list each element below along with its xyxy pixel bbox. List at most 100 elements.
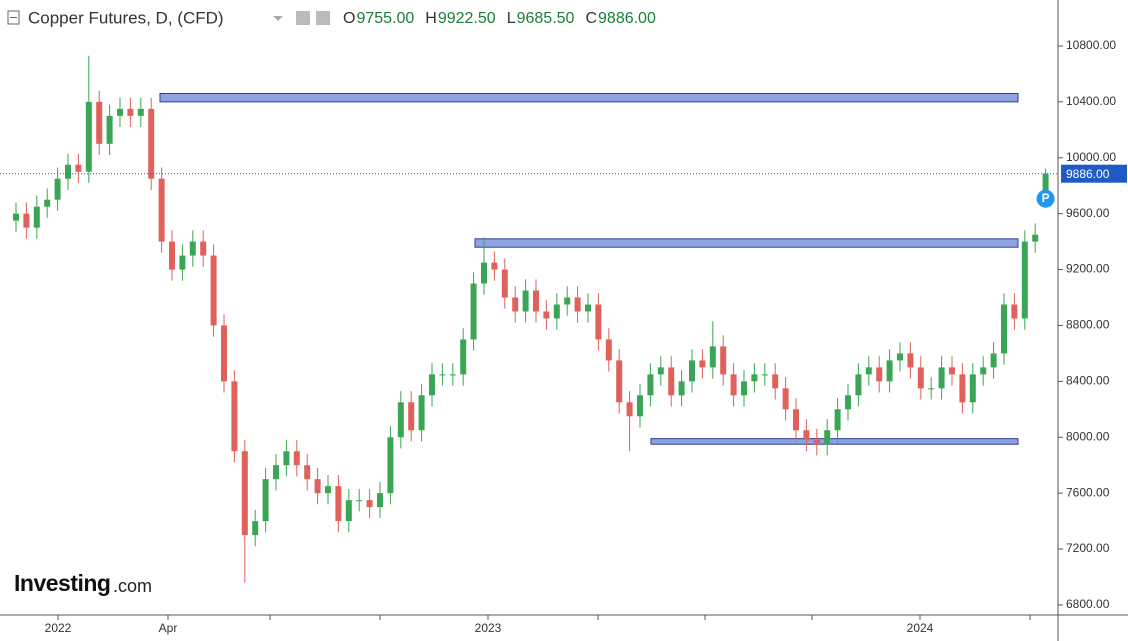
candle-body bbox=[429, 374, 435, 396]
candle-body bbox=[127, 108, 134, 116]
candle-body bbox=[990, 353, 997, 368]
candle-body bbox=[751, 374, 758, 382]
candle-body bbox=[720, 346, 727, 375]
logo-brand: Investing bbox=[14, 570, 110, 596]
candle-body bbox=[657, 367, 664, 375]
candle-body bbox=[699, 360, 706, 368]
candle-body bbox=[813, 440, 820, 445]
candle-body bbox=[1011, 304, 1018, 319]
candle-body bbox=[241, 451, 248, 536]
x-tick-label: 2024 bbox=[907, 621, 934, 635]
ohlc-value: 9685.50 bbox=[517, 10, 575, 27]
candle-body bbox=[886, 360, 893, 382]
x-tick-label: 2023 bbox=[475, 621, 502, 635]
candle-body bbox=[325, 486, 331, 494]
ohlc-label: H bbox=[425, 10, 437, 27]
candle-body bbox=[564, 297, 571, 305]
zone bbox=[159, 92, 1019, 103]
candle-body bbox=[793, 409, 799, 431]
settings-icon[interactable] bbox=[316, 11, 330, 25]
ohlc-value: 9886.00 bbox=[598, 10, 656, 27]
ohlc-value: 9755.00 bbox=[356, 10, 414, 27]
candle-body bbox=[481, 262, 487, 284]
candle-body bbox=[678, 381, 685, 396]
y-tick-label: 9600.00 bbox=[1066, 206, 1110, 220]
ohlc-value: 9922.50 bbox=[438, 10, 496, 27]
ohlc-label: C bbox=[585, 10, 597, 27]
candle-body bbox=[85, 101, 92, 172]
candle-body bbox=[689, 360, 695, 382]
candle-body bbox=[876, 367, 883, 382]
y-tick-label: 7600.00 bbox=[1066, 485, 1110, 499]
candle-body bbox=[574, 297, 581, 312]
candle-body bbox=[1042, 173, 1049, 193]
candle-body bbox=[252, 521, 259, 536]
candle-body bbox=[959, 374, 966, 403]
candle-body bbox=[637, 395, 643, 417]
candle-body bbox=[345, 500, 352, 522]
candle-body bbox=[117, 108, 123, 116]
candle-body bbox=[439, 374, 446, 376]
candle-body bbox=[200, 241, 207, 256]
candle-body bbox=[772, 374, 779, 389]
candle-body bbox=[709, 346, 716, 368]
marker-circle bbox=[1036, 189, 1055, 208]
candle-body bbox=[907, 353, 914, 368]
settings-icon[interactable] bbox=[296, 11, 310, 25]
candle-body bbox=[210, 255, 217, 326]
candle-body bbox=[730, 374, 737, 396]
candle-body bbox=[928, 388, 935, 390]
candle-body bbox=[262, 479, 269, 522]
zone bbox=[474, 238, 1019, 248]
candle-body bbox=[845, 395, 851, 410]
candle-body bbox=[377, 493, 383, 508]
y-tick-label: 8400.00 bbox=[1066, 374, 1110, 388]
candle-body bbox=[23, 213, 30, 228]
candle-body bbox=[106, 115, 113, 144]
ohlc-label: O bbox=[343, 10, 355, 27]
candle-body bbox=[501, 269, 508, 298]
candle-body bbox=[855, 374, 862, 396]
candle-body bbox=[314, 479, 321, 494]
candle-body bbox=[512, 297, 519, 312]
y-tick-label: 8800.00 bbox=[1066, 318, 1110, 332]
candle-body bbox=[917, 367, 924, 389]
last-price-label: 9886.00 bbox=[1066, 167, 1110, 181]
x-tick-label: 2022 bbox=[45, 621, 72, 635]
candle-body bbox=[335, 486, 342, 522]
dropdown-arrow[interactable] bbox=[273, 16, 283, 21]
candle-body bbox=[824, 430, 831, 445]
candle-body bbox=[189, 241, 196, 256]
candle-body bbox=[356, 500, 363, 502]
last-price-box bbox=[1061, 164, 1127, 183]
candle-body bbox=[595, 304, 602, 340]
y-tick-label: 6800.00 bbox=[1066, 597, 1110, 611]
candle-body bbox=[304, 465, 311, 480]
candle-body bbox=[44, 199, 51, 207]
candle-body bbox=[585, 304, 591, 312]
candle-body bbox=[449, 374, 456, 376]
candle-body bbox=[148, 108, 155, 179]
candle-body bbox=[387, 437, 394, 494]
logo-suffix: .com bbox=[113, 576, 152, 596]
candle-body bbox=[273, 465, 279, 480]
candle-body bbox=[179, 255, 186, 270]
candle-body bbox=[470, 283, 477, 340]
collapse-icon[interactable] bbox=[7, 10, 20, 25]
candle-body bbox=[65, 164, 71, 179]
candle-body bbox=[418, 395, 425, 431]
y-tick-label: 10000.00 bbox=[1066, 150, 1116, 164]
candle-body bbox=[533, 290, 539, 312]
candle-body bbox=[949, 367, 955, 375]
y-tick-label: 10800.00 bbox=[1066, 38, 1116, 52]
candle-body bbox=[408, 402, 415, 431]
candle-body bbox=[803, 430, 810, 441]
y-tick-label: 9200.00 bbox=[1066, 262, 1110, 276]
candle-body bbox=[33, 206, 40, 228]
candle-body bbox=[13, 213, 19, 221]
candle-body bbox=[96, 101, 103, 144]
candle-body bbox=[741, 381, 747, 396]
candle-body bbox=[543, 311, 550, 319]
candle-body bbox=[75, 164, 82, 172]
